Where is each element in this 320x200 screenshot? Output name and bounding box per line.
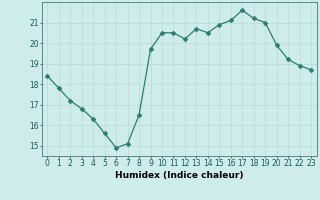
- X-axis label: Humidex (Indice chaleur): Humidex (Indice chaleur): [115, 171, 244, 180]
